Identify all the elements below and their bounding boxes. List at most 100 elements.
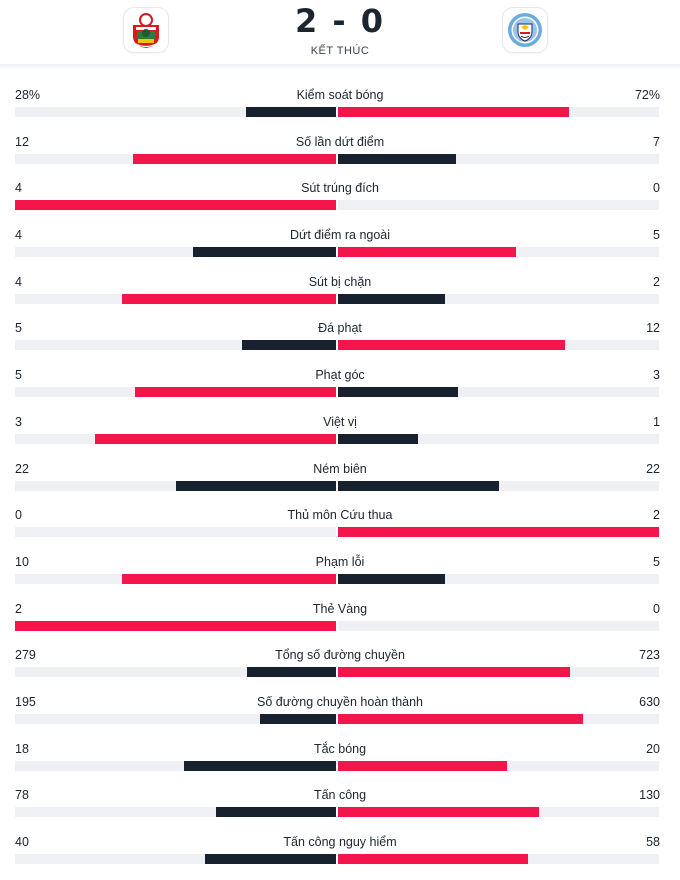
home-stat-bar	[15, 200, 336, 211]
away-stat-value: 630	[639, 694, 660, 709]
home-stat-bar-track	[15, 387, 336, 398]
away-stat-bar	[338, 667, 570, 678]
away-stat-value: 723	[639, 648, 660, 663]
away-stat-value: 0	[653, 601, 660, 616]
stat-label: Dứt điểm ra ngoài	[289, 228, 391, 243]
away-stat-bar	[338, 573, 445, 584]
away-stat-bar-track	[338, 247, 659, 258]
away-stat-bar	[338, 760, 507, 771]
away-stat-bar	[338, 153, 457, 164]
away-stat-value: 20	[646, 741, 660, 756]
match-header: 2 - 0 KẾT THÚC	[0, 0, 680, 66]
away-stat-value: 1	[653, 414, 660, 429]
home-stat-value: 279	[15, 648, 36, 663]
stat-row: 279 Tổng số đường chuyền 723	[0, 646, 680, 693]
home-stat-bar-track	[15, 480, 336, 491]
away-stat-bar	[338, 387, 459, 398]
header-divider	[0, 64, 680, 70]
home-stat-bar-track	[15, 573, 336, 584]
away-stat-bar	[338, 807, 539, 818]
away-stat-bar-track	[338, 667, 659, 678]
home-stat-value: 78	[15, 788, 29, 803]
away-stat-value: 12	[646, 321, 660, 336]
home-stat-bar	[15, 620, 336, 631]
away-stat-bar-track	[338, 340, 659, 351]
stats-list: 28% Kiểm soát bóng 72% 12 Số lần dứt điểm 7 4 S…	[0, 86, 680, 880]
away-stat-bar-track	[338, 713, 659, 724]
home-stat-bar	[241, 340, 336, 351]
away-stat-value: 5	[653, 554, 660, 569]
stat-row: 3 Việt vị 1	[0, 413, 680, 460]
stat-row: 4 Sút bị chặn 2	[0, 273, 680, 320]
stat-row: 5 Đá phạt 12	[0, 319, 680, 366]
home-stat-value: 4	[15, 274, 22, 289]
stat-row: 18 Tắc bóng 20	[0, 740, 680, 787]
away-stat-bar	[338, 480, 499, 491]
stat-label: Sút bị chặn	[308, 274, 372, 289]
man-city-crest-icon	[508, 13, 542, 47]
stat-row: 78 Tấn công 130	[0, 786, 680, 833]
home-stat-value: 195	[15, 694, 36, 709]
stat-label: Phạm lỗi	[315, 554, 365, 569]
away-team-logo[interactable]	[503, 8, 547, 52]
home-stat-bar	[193, 247, 336, 258]
home-stat-value: 5	[15, 368, 22, 383]
home-stat-value: 3	[15, 414, 22, 429]
home-stat-value: 28%	[15, 88, 41, 102]
away-stat-bar	[338, 247, 517, 258]
stat-label: Số đường chuyền hoàn thành	[257, 694, 423, 709]
away-stat-bar	[338, 713, 584, 724]
away-stat-bar	[338, 854, 528, 864]
stat-label: Tấn công nguy hiểm	[283, 835, 397, 849]
away-stat-bar	[338, 340, 565, 351]
stat-row: 22 Ném biên 22	[0, 460, 680, 507]
stat-label: Việt vị	[323, 414, 357, 429]
stat-label: Tắc bóng	[313, 741, 367, 756]
away-stat-bar	[338, 293, 445, 304]
stat-row: 195 Số đường chuyền hoàn thành 630	[0, 693, 680, 740]
home-stat-bar-track	[15, 667, 336, 678]
home-stat-bar-track	[15, 760, 336, 771]
away-stat-bar-track	[338, 620, 659, 631]
home-stat-value: 18	[15, 741, 29, 756]
home-stat-value: 12	[15, 134, 29, 149]
stat-label: Đá phạt	[318, 321, 362, 336]
away-stat-value: 0	[653, 181, 660, 196]
away-stat-bar-track	[338, 854, 659, 864]
away-stat-bar-track	[338, 153, 659, 164]
match-score: 2 - 0	[294, 2, 386, 40]
home-stat-bar-track	[15, 433, 336, 444]
stat-row: 28% Kiểm soát bóng 72%	[0, 86, 680, 133]
home-stat-bar	[215, 807, 336, 818]
home-stat-bar	[204, 854, 336, 864]
home-stat-bar	[175, 480, 336, 491]
away-stat-bar	[338, 433, 419, 444]
home-team-logo[interactable]	[124, 8, 168, 52]
away-stat-value: 130	[639, 788, 660, 803]
home-stat-bar	[133, 153, 336, 164]
home-stat-bar	[246, 107, 336, 117]
home-stat-bar-track	[15, 247, 336, 258]
home-stat-value: 4	[15, 181, 22, 196]
home-stat-bar-track	[15, 527, 336, 538]
away-stat-value: 58	[646, 835, 660, 849]
home-stat-bar-track	[15, 807, 336, 818]
away-stat-value: 22	[646, 461, 660, 476]
home-stat-value: 2	[15, 601, 22, 616]
stat-row: 5 Phạt góc 3	[0, 366, 680, 413]
home-stat-bar-track	[15, 107, 336, 117]
away-stat-value: 3	[653, 368, 660, 383]
away-stat-value: 2	[653, 508, 660, 523]
away-stat-bar-track	[338, 807, 659, 818]
away-stat-bar-track	[338, 527, 659, 538]
home-stat-bar-track	[15, 854, 336, 864]
away-stat-bar-track	[338, 293, 659, 304]
home-stat-value: 4	[15, 228, 22, 243]
home-stat-bar	[246, 667, 336, 678]
away-stat-bar-track	[338, 107, 659, 117]
stat-label: Số lần dứt điểm	[295, 134, 385, 149]
home-stat-value: 22	[15, 461, 29, 476]
stat-row: 0 Thủ môn Cứu thua 2	[0, 506, 680, 553]
stat-label: Phạt góc	[315, 368, 365, 383]
home-stat-bar	[122, 293, 336, 304]
